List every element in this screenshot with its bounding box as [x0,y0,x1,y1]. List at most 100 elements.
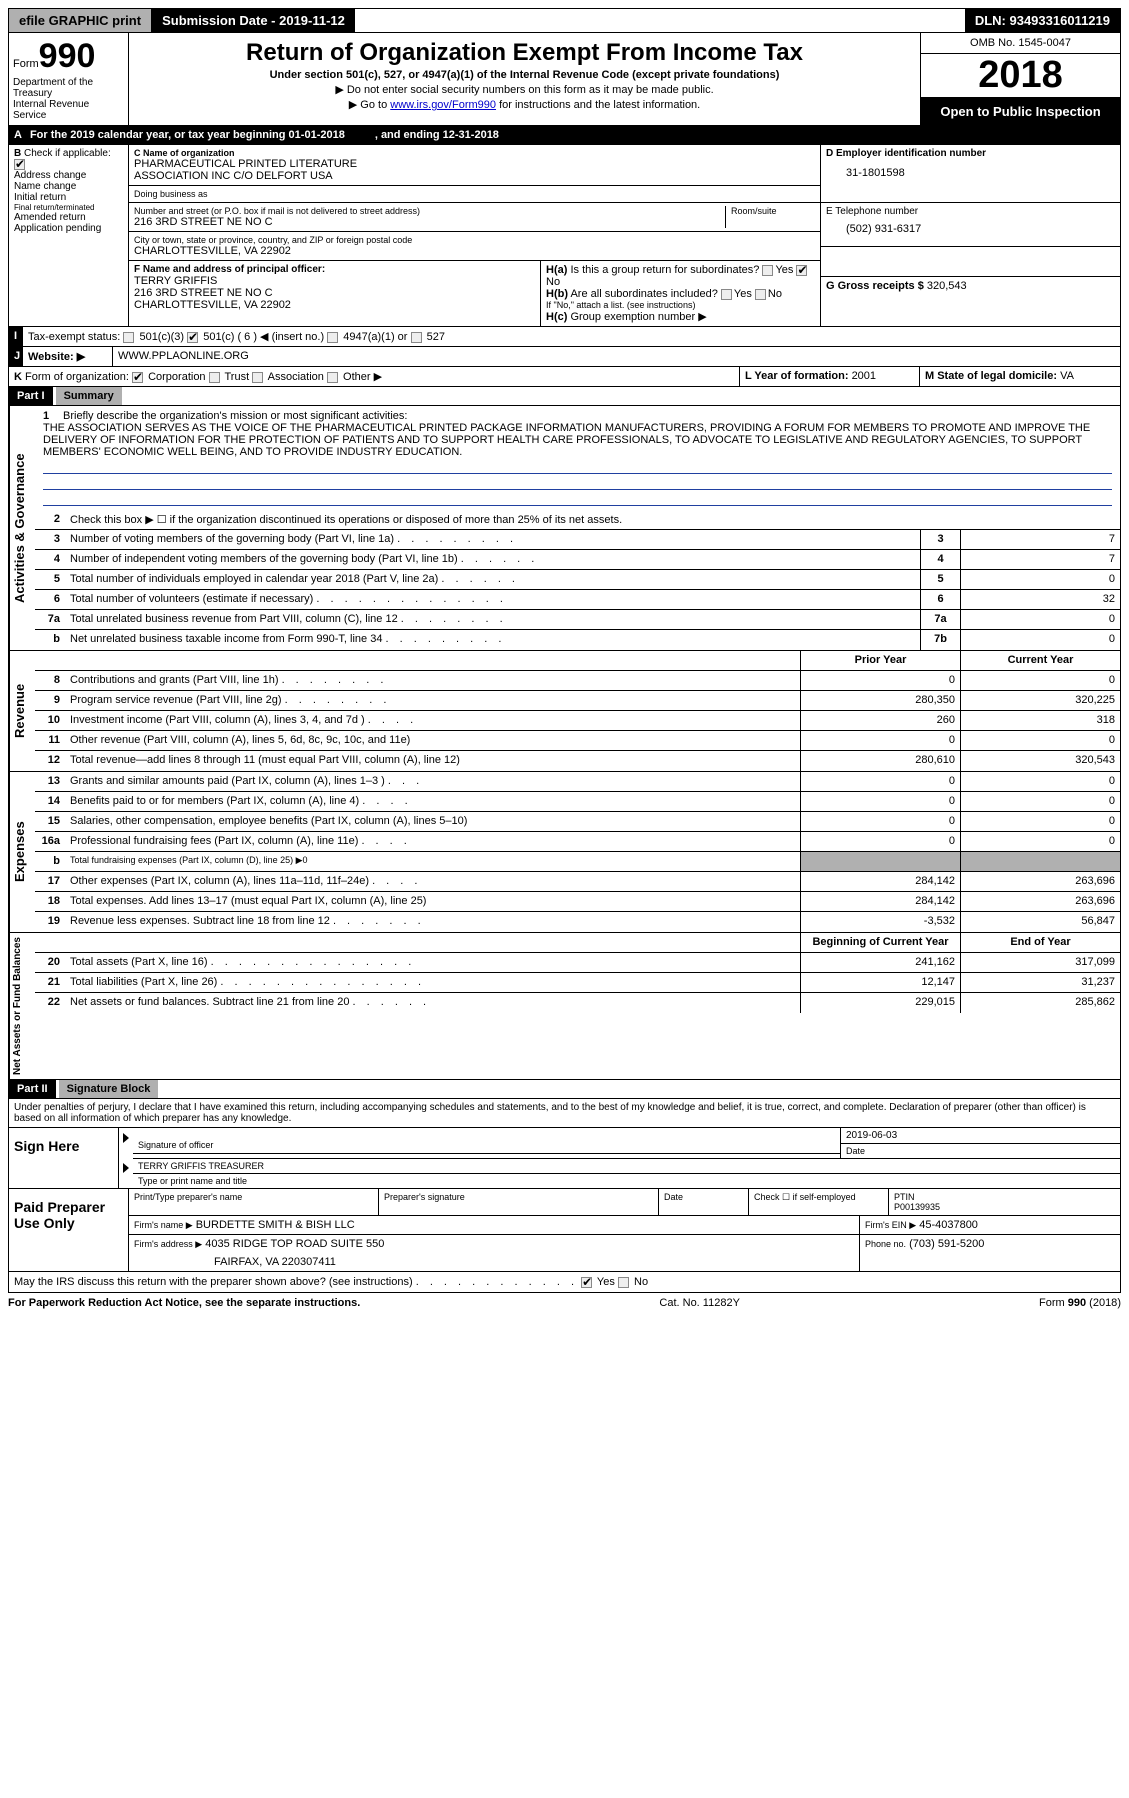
street-address: 216 3RD STREET NE NO C [134,216,725,228]
tax-status-label: Tax-exempt status: [28,331,120,343]
part2-header: Part II [9,1080,56,1098]
cb-assoc[interactable] [252,372,263,383]
opt-address-change: Address change [14,170,123,181]
cb-501c[interactable] [187,332,198,343]
prior-year-header: Prior Year [800,651,960,670]
line-item: 17Other expenses (Part IX, column (A), l… [35,872,1120,892]
opt-pending: Application pending [14,223,123,234]
officer-name: TERRY GRIFFIS [134,275,535,287]
dln: DLN: 93493316011219 [965,9,1120,32]
form990-link[interactable]: www.irs.gov/Form990 [390,99,496,111]
footer-paperwork: For Paperwork Reduction Act Notice, see … [8,1297,360,1309]
penalty-declaration: Under penalties of perjury, I declare th… [8,1099,1121,1128]
line-item: 19Revenue less expenses. Subtract line 1… [35,912,1120,932]
cb-trust[interactable] [209,372,220,383]
e-label: E Telephone number [826,206,1115,217]
form-title: Return of Organization Exempt From Incom… [135,39,914,67]
open-public-badge: Open to Public Inspection [921,98,1120,125]
firm-city: FAIRFAX, VA 220307411 [134,1250,854,1268]
arrow-icon [123,1133,129,1143]
mission-label: Briefly describe the organization's miss… [63,410,407,422]
line-item: 3Number of voting members of the governi… [35,530,1120,550]
part1-title: Summary [56,387,122,405]
line-item: 15Salaries, other compensation, employee… [35,812,1120,832]
website-label: Website: ▶ [23,347,113,366]
irs-yes[interactable] [581,1277,592,1288]
ha-yes[interactable] [762,265,773,276]
footer-form: Form 990 (2018) [1039,1297,1121,1309]
cb-4947[interactable] [327,332,338,343]
opt-name-change: Name change [14,181,123,192]
line-item: 2Check this box ▶ ☐ if the organization … [35,510,1120,530]
instr-goto: ▶ Go to www.irs.gov/Form990 for instruct… [135,98,914,111]
line-item: 20Total assets (Part X, line 16) . . . .… [35,953,1120,973]
part2-title: Signature Block [59,1080,159,1098]
submission-date: Submission Date - 2019-11-12 [152,9,355,32]
instr-ssn: ▶ Do not enter social security numbers o… [135,83,914,96]
opt-amended: Amended return [14,212,123,223]
line-item: 8Contributions and grants (Part VIII, li… [35,671,1120,691]
ptin-value: P00139935 [894,1202,1115,1212]
room-label: Room/suite [725,206,815,228]
ptin-label: PTIN [894,1192,1115,1202]
checkbox-applicable[interactable] [14,159,25,170]
firm-phone: (703) 591-5200 [909,1238,984,1250]
print-name-label: Print/Type preparer's name [129,1189,379,1216]
line-item: 7aTotal unrelated business revenue from … [35,610,1120,630]
section-a-ending: , and ending 12-31-2018 [375,129,499,141]
line-item: 18Total expenses. Add lines 13–17 (must … [35,892,1120,912]
line-item: 6Total number of volunteers (estimate if… [35,590,1120,610]
hb-yes[interactable] [721,289,732,300]
ein: 31-1801598 [826,159,1115,179]
h-a-text: Is this a group return for subordinates? [570,264,759,276]
line-item: 11Other revenue (Part VIII, column (A), … [35,731,1120,751]
city-state-zip: CHARLOTTESVILLE, VA 22902 [134,245,815,257]
firm-address: 4035 RIDGE TOP ROAD SUITE 550 [205,1238,384,1250]
efile-button[interactable]: efile GRAPHIC print [9,9,152,32]
prep-sig-label: Preparer's signature [379,1189,659,1216]
vlabel-net-assets: Net Assets or Fund Balances [9,933,35,1079]
f-label: F Name and address of principal officer: [134,264,535,275]
h-note: If "No," attach a list. (see instruction… [546,300,815,310]
irs-discuss-text: May the IRS discuss this return with the… [14,1276,413,1288]
line-item: 9Program service revenue (Part VIII, lin… [35,691,1120,711]
ha-no[interactable] [796,265,807,276]
i-label: I [9,327,23,346]
line-item: 4Number of independent voting members of… [35,550,1120,570]
firm-ein: 45-4037800 [919,1219,978,1231]
officer-addr: 216 3RD STREET NE NO C [134,287,535,299]
line-item: 10Investment income (Part VIII, column (… [35,711,1120,731]
cb-527[interactable] [411,332,422,343]
cb-corp[interactable] [132,372,143,383]
d-label: D Employer identification number [826,148,1115,159]
paid-preparer-label: Paid Preparer Use Only [9,1189,129,1271]
section-a-label: A [14,129,22,141]
footer-cat-no: Cat. No. 11282Y [659,1297,740,1309]
part1-header: Part I [9,387,53,405]
line-item: 16aProfessional fundraising fees (Part I… [35,832,1120,852]
j-label: J [9,347,23,366]
cb-501c3[interactable] [123,332,134,343]
form-number: Form990 [13,37,124,76]
dba-label: Doing business as [134,189,815,199]
h-c-text: Group exemption number ▶ [570,311,706,323]
opt-final-return: Final return/terminated [14,203,123,212]
line-item: 22Net assets or fund balances. Subtract … [35,993,1120,1013]
current-year-header: Current Year [960,651,1120,670]
omb-number: OMB No. 1545-0047 [921,33,1120,54]
irs-no[interactable] [618,1277,629,1288]
end-year-header: End of Year [960,933,1120,952]
self-employed-check: Check ☐ if self-employed [749,1189,889,1216]
sign-here-label: Sign Here [9,1128,119,1188]
hb-no[interactable] [755,289,766,300]
state-domicile: VA [1060,370,1074,382]
line-item: 21Total liabilities (Part X, line 26) . … [35,973,1120,993]
line-item: 14Benefits paid to or for members (Part … [35,792,1120,812]
arrow-icon [123,1163,129,1173]
officer-city: CHARLOTTESVILLE, VA 22902 [134,299,535,311]
cb-other[interactable] [327,372,338,383]
sign-date: 2019-06-03 [841,1128,1120,1143]
line-item: 13Grants and similar amounts paid (Part … [35,772,1120,792]
gross-receipts: 320,543 [927,280,967,292]
h-b-text: Are all subordinates included? [570,288,717,300]
